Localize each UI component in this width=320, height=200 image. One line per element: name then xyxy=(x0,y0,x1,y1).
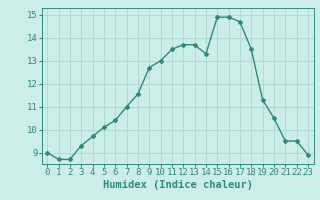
X-axis label: Humidex (Indice chaleur): Humidex (Indice chaleur) xyxy=(103,180,252,190)
